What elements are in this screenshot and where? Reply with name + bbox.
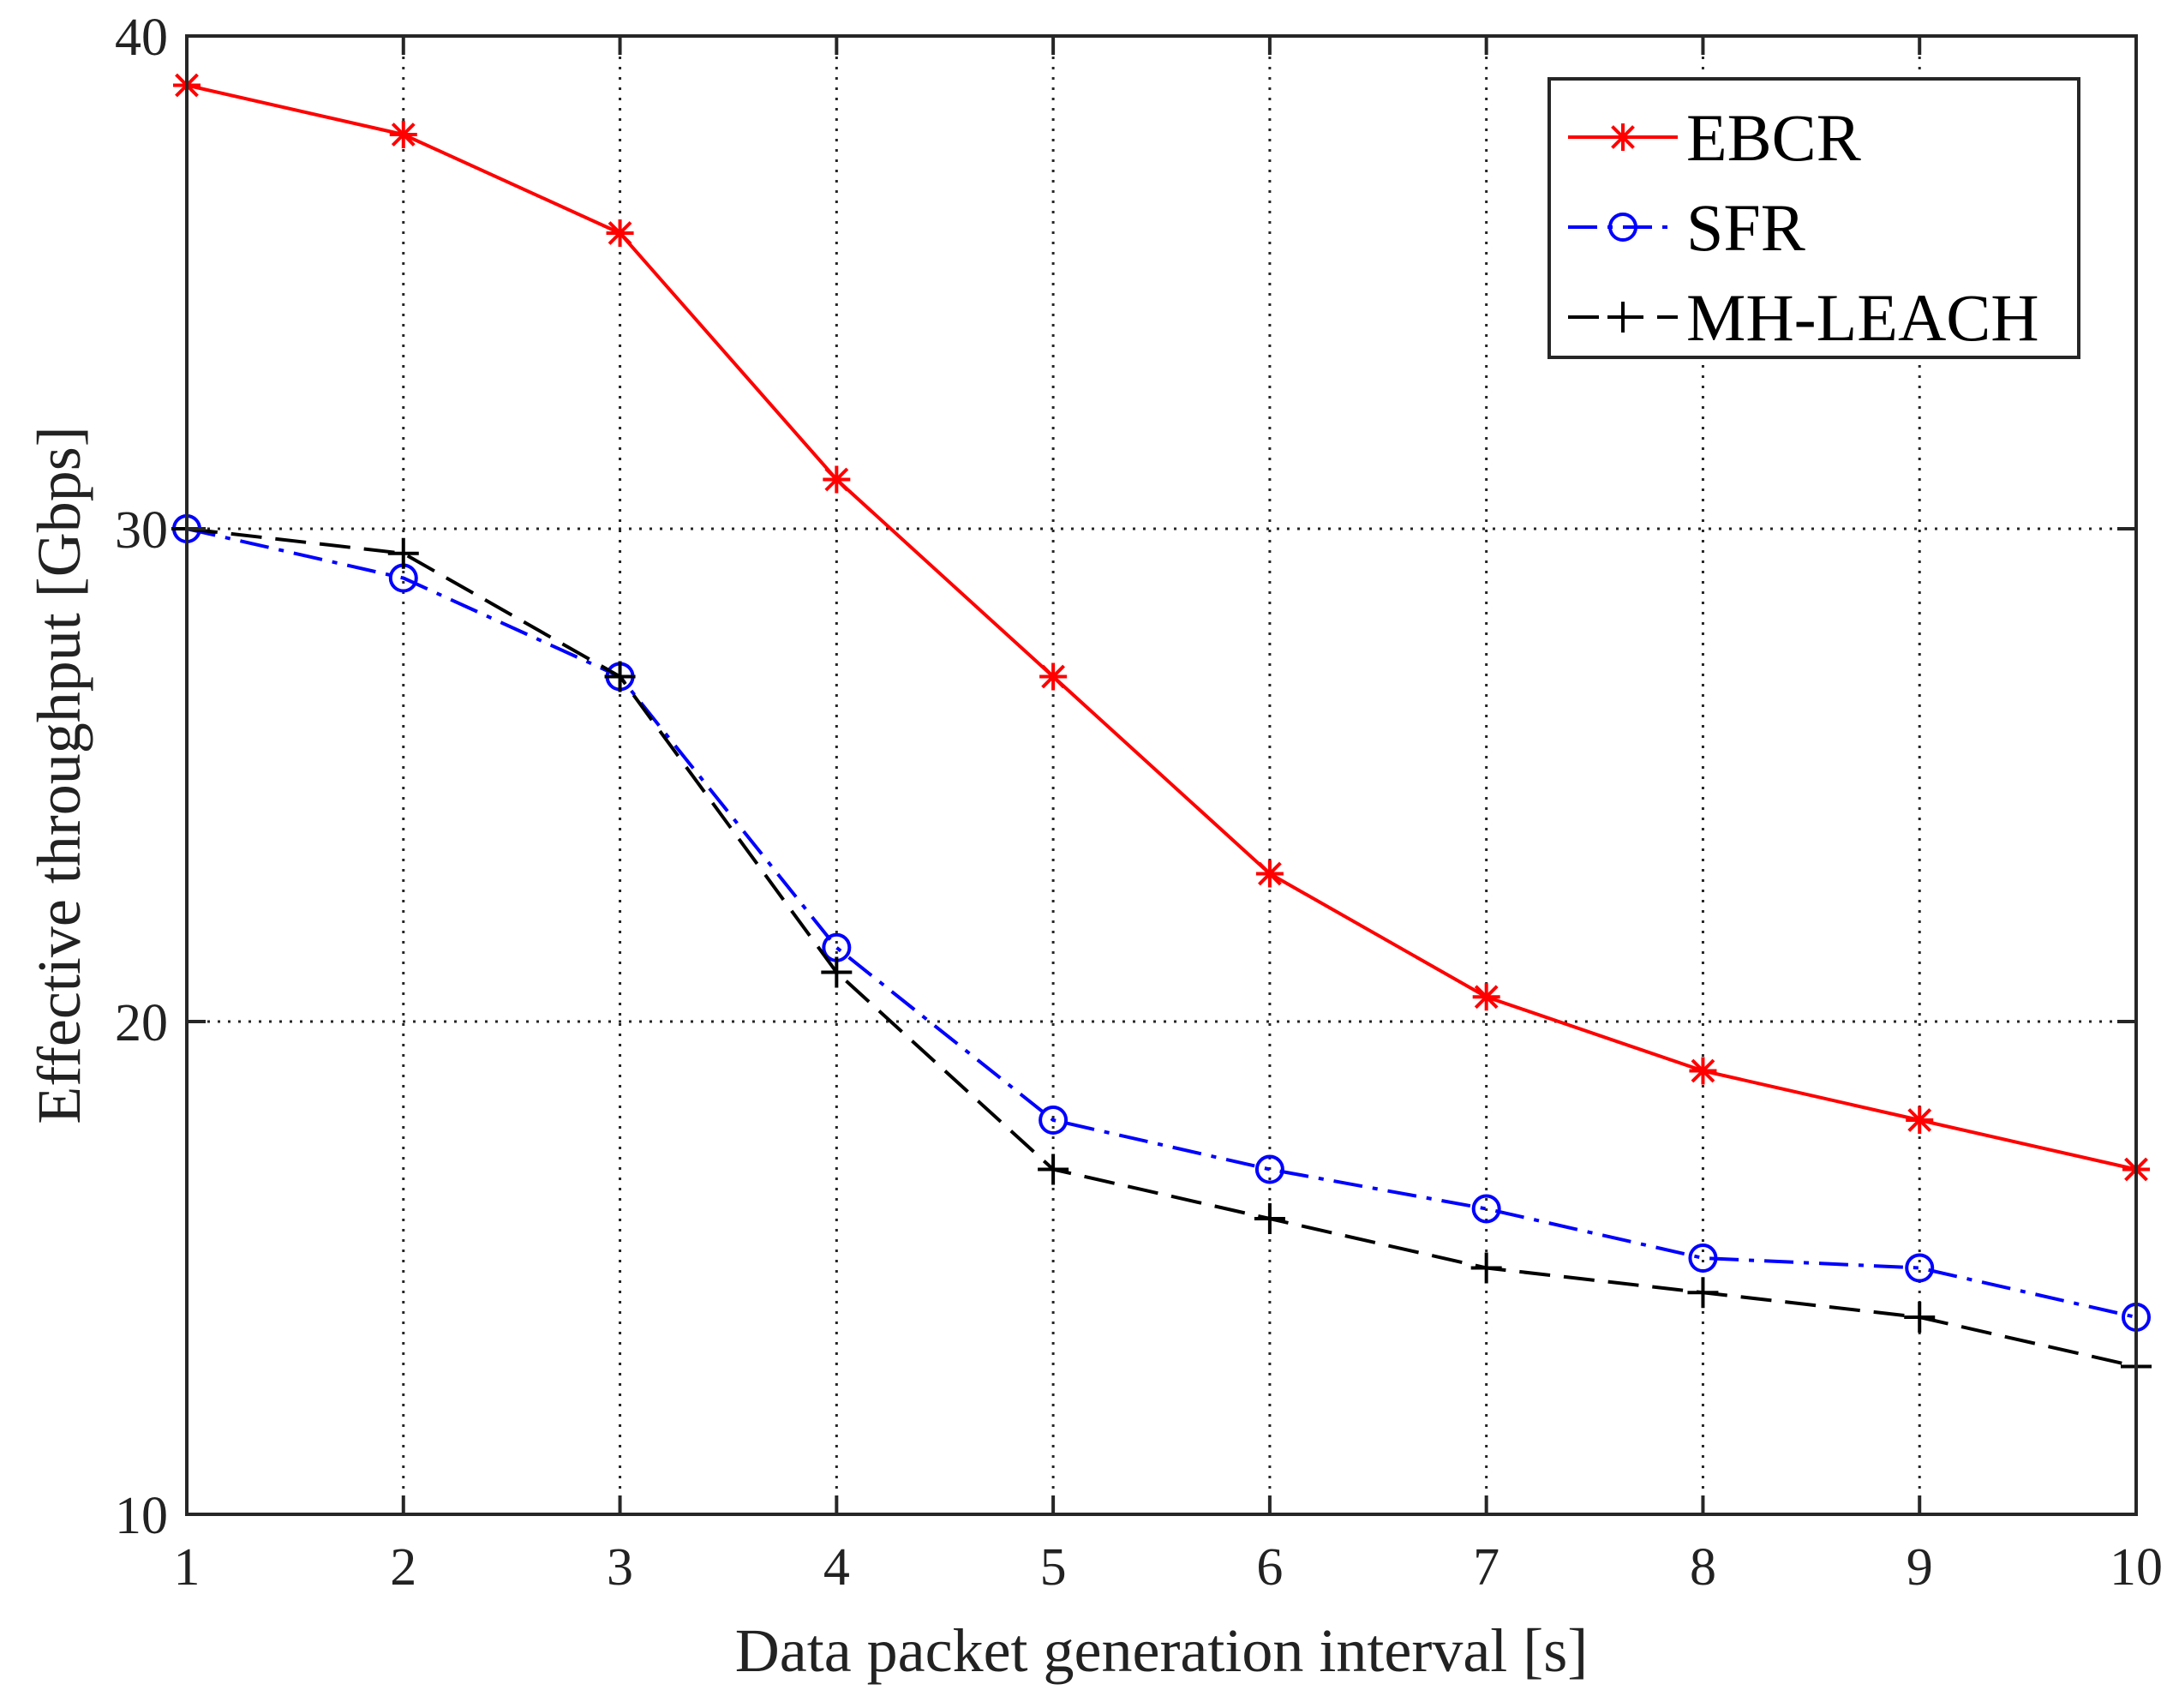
y-tick-label: 30 — [115, 501, 168, 560]
data-point-mh-leach — [387, 537, 419, 569]
x-tick-label: 7 — [1473, 1538, 1500, 1597]
x-tick-label: 6 — [1256, 1538, 1283, 1597]
data-point-ebcr — [1472, 983, 1500, 1011]
data-point-mh-leach — [1904, 1302, 1936, 1333]
series-line-sfr — [186, 527, 2137, 1319]
y-tick-label: 40 — [115, 9, 168, 67]
x-tick-label: 3 — [607, 1538, 633, 1597]
y-axis-title: Effective throughput [Gbps] — [25, 426, 93, 1124]
data-point-mh-leach — [1687, 1277, 1719, 1309]
plot-frame — [185, 34, 2138, 1516]
marker-stroke — [1691, 1058, 1715, 1083]
x-axis-title: Data packet generation interval [s] — [735, 1616, 1589, 1685]
series-mh-leach — [171, 513, 2152, 1382]
legend-marker-ebcr — [1609, 123, 1637, 151]
legend-label-ebcr: EBCR — [1686, 100, 1861, 175]
x-tick-label: 5 — [1040, 1538, 1067, 1597]
legend-item-ebcr: EBCR — [1568, 100, 1861, 175]
legend: EBCR SFR MH-LEACH — [1547, 77, 2080, 359]
legend-box — [1547, 77, 2080, 359]
legend-item-mh-leach: MH-LEACH — [1568, 280, 2039, 355]
data-point-mh-leach — [1254, 1203, 1285, 1234]
data-point-ebcr — [389, 121, 417, 148]
tick-marks — [185, 34, 2138, 1516]
y-tick-label: 10 — [115, 1487, 168, 1545]
data-point-sfr — [1471, 1194, 1501, 1224]
data-point-ebcr — [1689, 1057, 1717, 1085]
legend-item-sfr: SFR — [1568, 190, 1805, 265]
marker-stroke — [391, 123, 416, 147]
data-point-mh-leach — [1038, 1154, 1069, 1185]
x-tick-label: 4 — [823, 1538, 850, 1597]
data-point-mh-leach — [821, 956, 853, 988]
x-tick-label: 2 — [390, 1538, 416, 1597]
x-tick-label: 10 — [2110, 1538, 2163, 1597]
legend-marker-sfr — [1608, 213, 1637, 242]
data-point-mh-leach — [604, 661, 636, 692]
legend-marker-mh-leach — [1607, 302, 1638, 333]
y-tick-label: 20 — [115, 994, 168, 1052]
data-point-sfr — [1254, 1154, 1284, 1184]
legend-label-sfr: SFR — [1686, 190, 1805, 265]
data-point-sfr — [1039, 1106, 1069, 1135]
series-line-mh-leach — [186, 527, 2137, 1369]
marker-stroke — [1257, 861, 1282, 886]
marker-stroke — [824, 467, 849, 492]
data-point-sfr — [1688, 1244, 1718, 1273]
marker-stroke — [608, 221, 632, 245]
tick-labels: 1 2 3 4 5 6 7 8 9 10 10 20 30 40 — [115, 9, 2163, 1597]
data-point-ebcr — [1255, 860, 1284, 888]
marker-stroke — [1611, 125, 1635, 149]
legend-label-mh-leach: MH-LEACH — [1686, 280, 2039, 355]
x-tick-label: 8 — [1690, 1538, 1716, 1597]
data-point-ebcr — [606, 219, 634, 247]
series-sfr — [172, 514, 2151, 1332]
series-line-ebcr — [186, 83, 2137, 1172]
legend-entries: EBCR SFR MH-LEACH — [1568, 100, 2039, 355]
marker-stroke — [1907, 1108, 1932, 1132]
data-point-ebcr — [823, 465, 851, 494]
marker-stroke — [1041, 664, 1066, 689]
data-point-mh-leach — [1470, 1252, 1502, 1284]
data-point-ebcr — [1039, 662, 1068, 691]
x-tick-label: 9 — [1907, 1538, 1933, 1597]
x-tick-label: 1 — [174, 1538, 201, 1597]
data-point-sfr — [822, 932, 852, 962]
data-point-ebcr — [1906, 1106, 1934, 1134]
marker-stroke — [1474, 985, 1499, 1010]
data-point-sfr — [1905, 1253, 1935, 1283]
